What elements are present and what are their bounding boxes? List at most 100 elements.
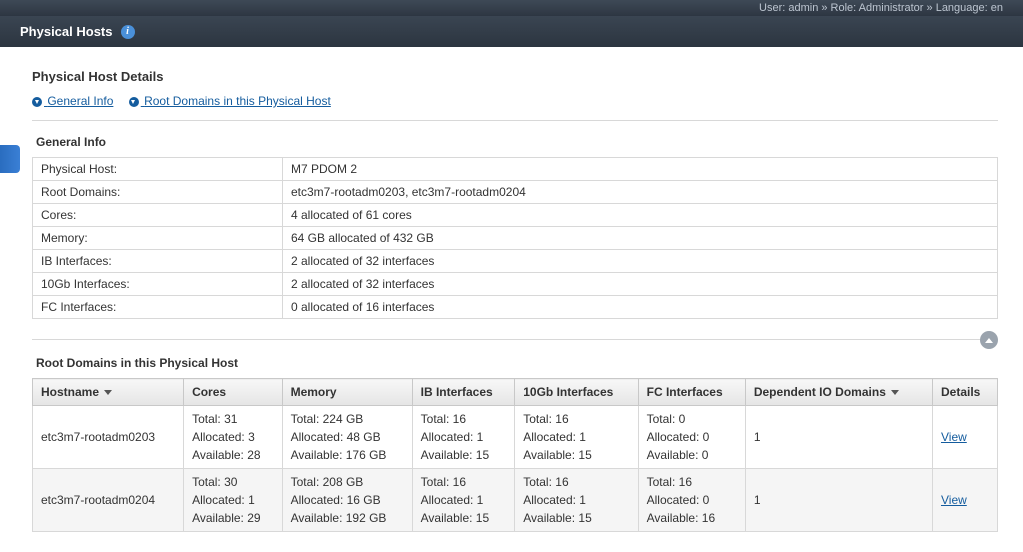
cell-memory-total: Total: 208 GB xyxy=(291,473,404,491)
cell-10gb: Total: 16Allocated: 1Available: 15 xyxy=(515,406,638,469)
cell-memory: Total: 224 GBAllocated: 48 GBAvailable: … xyxy=(282,406,412,469)
info-row: Memory:64 GB allocated of 432 GB xyxy=(33,227,998,250)
col-10gb[interactable]: 10Gb Interfaces xyxy=(515,379,638,406)
cell-cores: Total: 30Allocated: 1Available: 29 xyxy=(184,469,283,532)
content-area: Physical Host Details General Info Root … xyxy=(0,47,1023,552)
root-domains-title: Root Domains in this Physical Host xyxy=(36,356,998,370)
cell-details: View xyxy=(932,406,997,469)
col-dep-io[interactable]: Dependent IO Domains xyxy=(745,379,932,406)
anchor-root-domains-label: Root Domains in this Physical Host xyxy=(144,94,331,108)
info-icon[interactable]: i xyxy=(121,25,135,39)
col-cores[interactable]: Cores xyxy=(184,379,283,406)
info-value: 2 allocated of 32 interfaces xyxy=(283,250,998,273)
info-label: Cores: xyxy=(33,204,283,227)
view-link[interactable]: View xyxy=(941,493,967,507)
sort-arrow-icon xyxy=(891,390,899,395)
cell-ib-total: Total: 16 xyxy=(421,473,507,491)
cell-memory-avail: Available: 176 GB xyxy=(291,446,404,464)
col-ib[interactable]: IB Interfaces xyxy=(412,379,515,406)
scroll-top-icon[interactable] xyxy=(980,331,998,349)
cell-10gb-alloc: Allocated: 1 xyxy=(523,491,629,509)
cell-ib-avail: Available: 15 xyxy=(421,509,507,527)
cell-fc: Total: 0Allocated: 0Available: 0 xyxy=(638,406,745,469)
cell-10gb-avail: Available: 15 xyxy=(523,509,629,527)
root-domains-table: Hostname Cores Memory IB Interfaces 10Gb… xyxy=(32,378,998,532)
section-divider xyxy=(32,339,998,340)
page-header: Physical Hosts i xyxy=(0,16,1023,47)
cell-dependent-io: 1 xyxy=(745,406,932,469)
cell-fc: Total: 16Allocated: 0Available: 16 xyxy=(638,469,745,532)
sort-arrow-icon xyxy=(104,390,112,395)
cell-hostname: etc3m7-rootadm0203 xyxy=(33,406,184,469)
anchor-general-info-label: General Info xyxy=(47,94,113,108)
cell-memory-avail: Available: 192 GB xyxy=(291,509,404,527)
cell-fc-alloc: Allocated: 0 xyxy=(647,491,737,509)
cell-ib-avail: Available: 15 xyxy=(421,446,507,464)
cell-hostname: etc3m7-rootadm0204 xyxy=(33,469,184,532)
info-value: 64 GB allocated of 432 GB xyxy=(283,227,998,250)
info-label: 10Gb Interfaces: xyxy=(33,273,283,296)
info-value: M7 PDOM 2 xyxy=(283,158,998,181)
info-row: Cores:4 allocated of 61 cores xyxy=(33,204,998,227)
chevron-down-icon xyxy=(32,97,42,107)
general-info-title: General Info xyxy=(36,135,998,149)
info-value: 0 allocated of 16 interfaces xyxy=(283,296,998,319)
cell-details: View xyxy=(932,469,997,532)
anchor-root-domains[interactable]: Root Domains in this Physical Host xyxy=(129,94,331,108)
cell-ib: Total: 16Allocated: 1Available: 15 xyxy=(412,406,515,469)
cell-ib-alloc: Allocated: 1 xyxy=(421,428,507,446)
cell-fc-avail: Available: 16 xyxy=(647,509,737,527)
side-collapse-tab[interactable] xyxy=(0,145,20,173)
table-row: etc3m7-rootadm0204Total: 30Allocated: 1A… xyxy=(33,469,998,532)
cell-10gb-total: Total: 16 xyxy=(523,473,629,491)
anchor-links: General Info Root Domains in this Physic… xyxy=(32,94,998,121)
chevron-down-icon xyxy=(129,97,139,107)
col-fc[interactable]: FC Interfaces xyxy=(638,379,745,406)
info-value: 4 allocated of 61 cores xyxy=(283,204,998,227)
col-hostname[interactable]: Hostname xyxy=(33,379,184,406)
cell-fc-avail: Available: 0 xyxy=(647,446,737,464)
col-memory[interactable]: Memory xyxy=(282,379,412,406)
cell-cores-total: Total: 31 xyxy=(192,410,274,428)
cell-cores: Total: 31Allocated: 3Available: 28 xyxy=(184,406,283,469)
details-title: Physical Host Details xyxy=(32,69,998,84)
info-label: Memory: xyxy=(33,227,283,250)
col-details: Details xyxy=(932,379,997,406)
cell-memory-alloc: Allocated: 16 GB xyxy=(291,491,404,509)
cell-dependent-io: 1 xyxy=(745,469,932,532)
view-link[interactable]: View xyxy=(941,430,967,444)
info-value: 2 allocated of 32 interfaces xyxy=(283,273,998,296)
info-label: Physical Host: xyxy=(33,158,283,181)
page-title: Physical Hosts xyxy=(20,24,113,39)
cell-cores-alloc: Allocated: 1 xyxy=(192,491,274,509)
cell-cores-avail: Available: 29 xyxy=(192,509,274,527)
info-row: Root Domains:etc3m7-rootadm0203, etc3m7-… xyxy=(33,181,998,204)
table-row: etc3m7-rootadm0203Total: 31Allocated: 3A… xyxy=(33,406,998,469)
info-label: IB Interfaces: xyxy=(33,250,283,273)
cell-cores-avail: Available: 28 xyxy=(192,446,274,464)
info-row: IB Interfaces:2 allocated of 32 interfac… xyxy=(33,250,998,273)
info-label: Root Domains: xyxy=(33,181,283,204)
top-user-bar: User: admin » Role: Administrator » Lang… xyxy=(0,0,1023,16)
info-row: Physical Host:M7 PDOM 2 xyxy=(33,158,998,181)
general-info-table: Physical Host:M7 PDOM 2Root Domains:etc3… xyxy=(32,157,998,319)
cell-memory: Total: 208 GBAllocated: 16 GBAvailable: … xyxy=(282,469,412,532)
info-value: etc3m7-rootadm0203, etc3m7-rootadm0204 xyxy=(283,181,998,204)
cell-10gb: Total: 16Allocated: 1Available: 15 xyxy=(515,469,638,532)
cell-ib-total: Total: 16 xyxy=(421,410,507,428)
cell-ib: Total: 16Allocated: 1Available: 15 xyxy=(412,469,515,532)
cell-memory-total: Total: 224 GB xyxy=(291,410,404,428)
cell-10gb-alloc: Allocated: 1 xyxy=(523,428,629,446)
cell-ib-alloc: Allocated: 1 xyxy=(421,491,507,509)
info-row: 10Gb Interfaces:2 allocated of 32 interf… xyxy=(33,273,998,296)
info-row: FC Interfaces:0 allocated of 16 interfac… xyxy=(33,296,998,319)
anchor-general-info[interactable]: General Info xyxy=(32,94,113,108)
cell-fc-total: Total: 16 xyxy=(647,473,737,491)
cell-fc-alloc: Allocated: 0 xyxy=(647,428,737,446)
cell-10gb-total: Total: 16 xyxy=(523,410,629,428)
cell-cores-total: Total: 30 xyxy=(192,473,274,491)
cell-cores-alloc: Allocated: 3 xyxy=(192,428,274,446)
info-label: FC Interfaces: xyxy=(33,296,283,319)
cell-memory-alloc: Allocated: 48 GB xyxy=(291,428,404,446)
cell-10gb-avail: Available: 15 xyxy=(523,446,629,464)
